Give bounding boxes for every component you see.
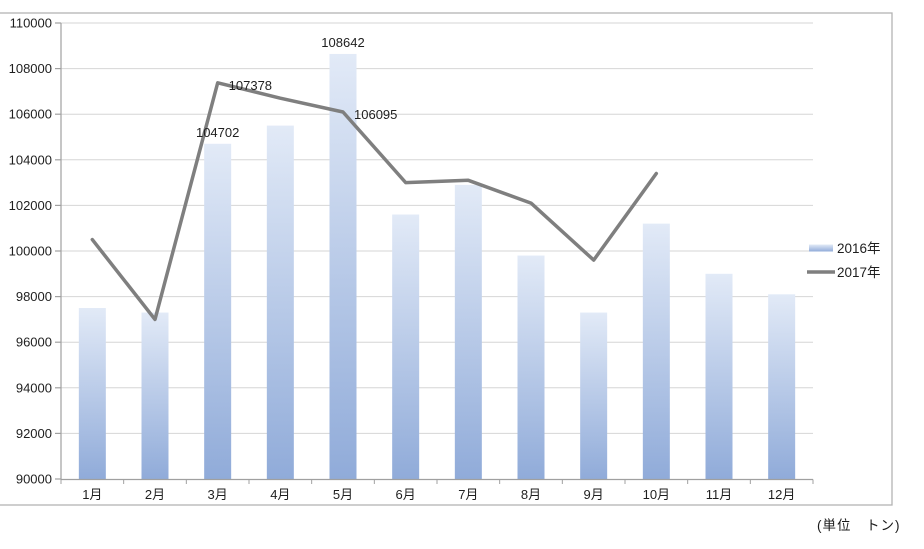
legend-item-2016年: 2016年: [809, 241, 881, 256]
y-axis-label-92000: 92000: [16, 426, 52, 441]
bar-11月: [705, 273, 733, 479]
legend: 2016年 2017年: [807, 241, 881, 280]
bar-1月: [78, 308, 106, 479]
bar-9月: [580, 312, 608, 479]
y-axis-label-108000: 108000: [9, 61, 52, 76]
bar-2月: [141, 312, 169, 479]
line-2017年: [90, 81, 659, 322]
x-axis: 1月 2月 3月 4月 5月 6月 7月 8月 9月 10月 11月 12月: [60, 478, 814, 502]
x-axis-label-11月: 11月: [706, 487, 733, 502]
x-axis-label-5月: 5月: [333, 487, 353, 502]
bars-2016年: [78, 53, 796, 479]
y-axis-label-110000: 110000: [10, 16, 52, 31]
data-label-106095: 106095: [354, 107, 397, 122]
y-axis-label-104000: 104000: [9, 152, 52, 167]
y-axis-label-94000: 94000: [16, 380, 52, 395]
bar-10月: [642, 223, 670, 479]
x-axis-label-6月: 6月: [396, 487, 416, 502]
x-axis-label-10月: 10月: [643, 487, 670, 502]
x-axis-label-1月: 1月: [82, 487, 102, 502]
legend-bar-swatch: [809, 244, 833, 252]
legend-label-2017年: 2017年: [837, 265, 881, 280]
y-gridlines: [61, 22, 813, 434]
legend-label-2016年: 2016年: [837, 241, 881, 256]
x-axis-label-4月: 4月: [270, 487, 290, 502]
bar-3月: [204, 143, 232, 479]
bar-8月: [517, 255, 545, 479]
unit-label: (単位 トン): [817, 518, 901, 533]
y-axis-label-100000: 100000: [9, 244, 52, 259]
chart-area-border: [0, 12, 893, 506]
x-axis-label-8月: 8月: [521, 487, 541, 502]
x-axis-label-12月: 12月: [768, 487, 795, 502]
y-axis-label-106000: 106000: [9, 107, 52, 122]
y-axis-label-98000: 98000: [16, 289, 52, 304]
x-axis-label-2月: 2月: [145, 487, 165, 502]
data-label-104702: 104702: [196, 125, 239, 140]
legend-item-2017年: 2017年: [807, 265, 881, 280]
bar-7月: [454, 184, 482, 479]
data-labels: 104702 107378 108642 106095: [196, 35, 397, 140]
y-axis: 90000 92000 94000 96000 98000 100000 102000 104…: [9, 16, 62, 487]
x-axis-label-3月: 3月: [208, 487, 228, 502]
x-axis-label-7月: 7月: [458, 487, 478, 502]
x-axis-label-9月: 9月: [584, 487, 604, 502]
bar-6月: [392, 214, 420, 479]
data-label-107378: 107378: [229, 78, 272, 93]
bar-5月: [329, 53, 357, 479]
bar-12月: [768, 294, 796, 479]
bar-4月: [266, 125, 294, 479]
y-axis-label-102000: 102000: [9, 198, 52, 213]
y-axis-label-90000: 90000: [16, 472, 52, 487]
y-axis-label-96000: 96000: [16, 335, 52, 350]
data-label-108642: 108642: [321, 35, 364, 50]
